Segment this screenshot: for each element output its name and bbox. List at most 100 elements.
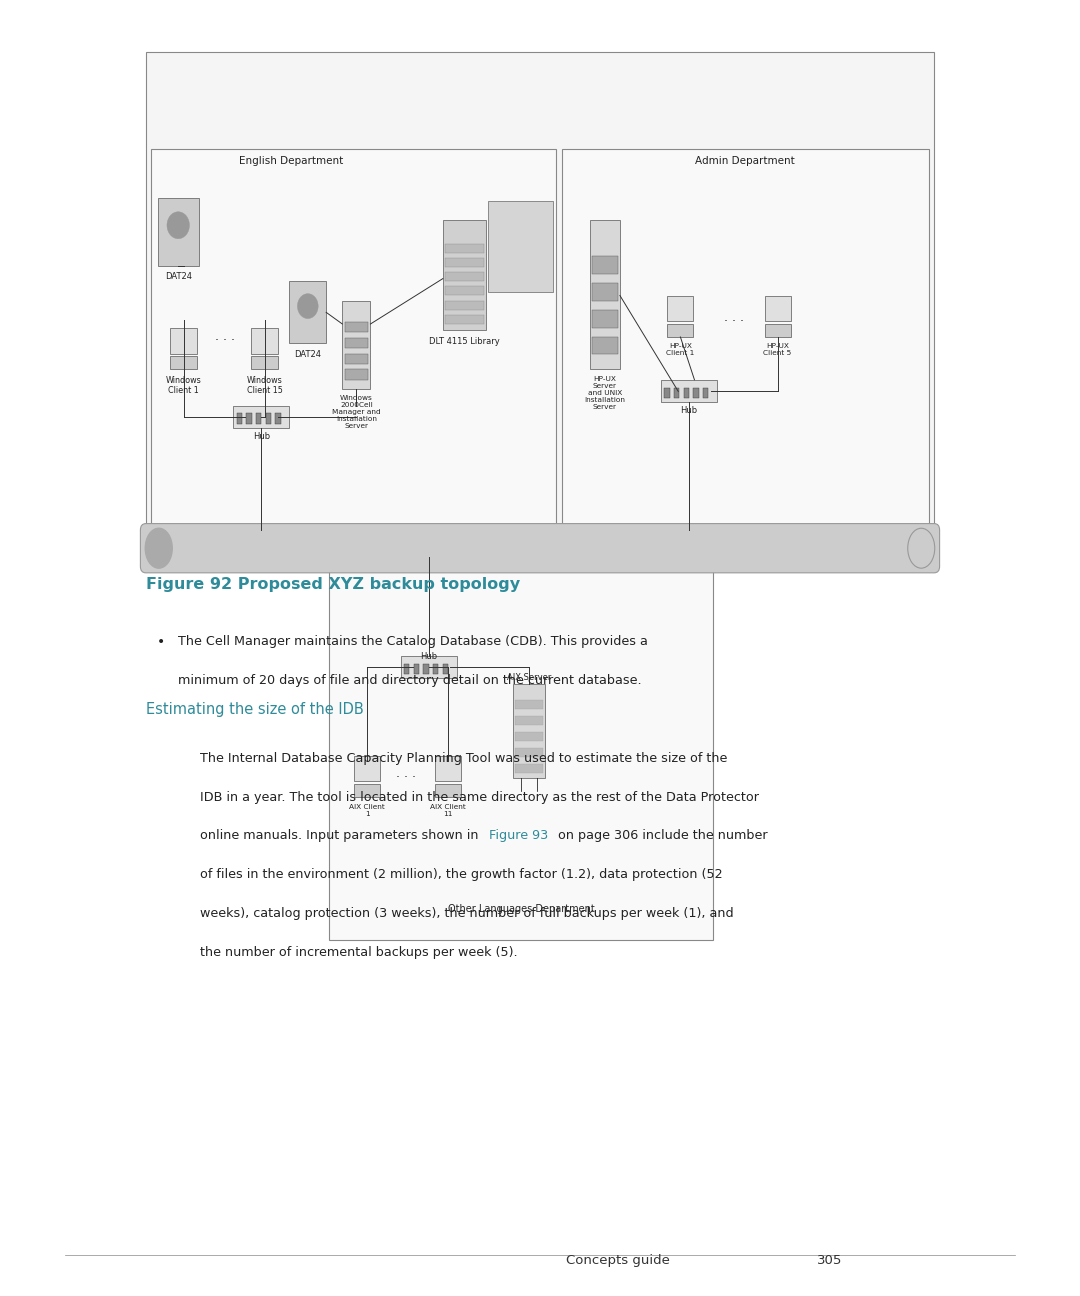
- FancyBboxPatch shape: [488, 201, 553, 292]
- FancyBboxPatch shape: [674, 388, 679, 398]
- Text: The Internal Database Capacity Planning Tool was used to estimate the size of th: The Internal Database Capacity Planning …: [200, 752, 727, 765]
- Text: AIX Client
1: AIX Client 1: [349, 804, 386, 816]
- FancyBboxPatch shape: [251, 328, 279, 354]
- FancyBboxPatch shape: [256, 413, 261, 424]
- FancyBboxPatch shape: [445, 258, 484, 267]
- Text: AIX Server: AIX Server: [507, 673, 552, 682]
- Text: Concepts guide: Concepts guide: [566, 1255, 670, 1267]
- Text: DAT24: DAT24: [294, 350, 322, 359]
- FancyBboxPatch shape: [513, 684, 545, 778]
- FancyBboxPatch shape: [414, 664, 419, 674]
- Text: · · ·: · · ·: [215, 334, 234, 347]
- FancyBboxPatch shape: [345, 354, 368, 364]
- Text: Windows
Client 1: Windows Client 1: [165, 376, 202, 395]
- Text: English Department: English Department: [240, 156, 343, 166]
- FancyBboxPatch shape: [171, 328, 197, 354]
- Text: IDB in a year. The tool is located in the same directory as the rest of the Data: IDB in a year. The tool is located in th…: [200, 791, 759, 804]
- Ellipse shape: [146, 529, 173, 568]
- FancyBboxPatch shape: [515, 748, 543, 757]
- FancyBboxPatch shape: [354, 756, 380, 781]
- FancyBboxPatch shape: [445, 301, 484, 310]
- FancyBboxPatch shape: [354, 784, 380, 797]
- FancyBboxPatch shape: [345, 369, 368, 380]
- FancyBboxPatch shape: [435, 756, 461, 781]
- FancyBboxPatch shape: [443, 664, 448, 674]
- FancyBboxPatch shape: [151, 149, 556, 525]
- FancyBboxPatch shape: [433, 664, 438, 674]
- FancyBboxPatch shape: [443, 220, 486, 330]
- FancyBboxPatch shape: [693, 388, 699, 398]
- Text: Hub: Hub: [680, 406, 698, 415]
- Text: Windows
2000Cell
Manager and
Installation
Server: Windows 2000Cell Manager and Installatio…: [332, 395, 381, 429]
- FancyBboxPatch shape: [404, 664, 409, 674]
- FancyBboxPatch shape: [345, 321, 368, 332]
- FancyBboxPatch shape: [445, 286, 484, 295]
- Text: DAT24: DAT24: [165, 272, 192, 281]
- Text: HP-UX
Server
and UNIX
Installation
Server: HP-UX Server and UNIX Installation Serve…: [584, 376, 625, 410]
- FancyBboxPatch shape: [246, 413, 252, 424]
- FancyBboxPatch shape: [765, 295, 791, 321]
- Text: HP-UX
Client 5: HP-UX Client 5: [764, 343, 792, 356]
- Text: online manuals. Input parameters shown in: online manuals. Input parameters shown i…: [200, 829, 483, 842]
- FancyBboxPatch shape: [342, 301, 370, 389]
- FancyBboxPatch shape: [515, 700, 543, 709]
- Text: minimum of 20 days of file and directory detail on the current database.: minimum of 20 days of file and directory…: [178, 674, 642, 687]
- FancyBboxPatch shape: [667, 295, 693, 321]
- FancyBboxPatch shape: [329, 557, 713, 940]
- Text: on page 306 include the number: on page 306 include the number: [554, 829, 768, 842]
- FancyBboxPatch shape: [266, 413, 271, 424]
- FancyBboxPatch shape: [158, 198, 199, 266]
- FancyBboxPatch shape: [703, 388, 708, 398]
- Text: DLT 4115 Library: DLT 4115 Library: [429, 337, 500, 346]
- FancyBboxPatch shape: [562, 149, 929, 525]
- FancyBboxPatch shape: [592, 310, 618, 328]
- Circle shape: [167, 211, 189, 238]
- FancyBboxPatch shape: [435, 784, 461, 797]
- FancyBboxPatch shape: [445, 244, 484, 253]
- FancyBboxPatch shape: [140, 524, 940, 573]
- FancyBboxPatch shape: [289, 281, 326, 343]
- Text: •: •: [157, 635, 165, 649]
- FancyBboxPatch shape: [251, 356, 279, 369]
- FancyBboxPatch shape: [146, 52, 934, 538]
- Text: AIX Client
11: AIX Client 11: [430, 804, 467, 816]
- Text: Other Languages Department: Other Languages Department: [448, 903, 594, 914]
- Text: Figure 93: Figure 93: [489, 829, 549, 842]
- FancyBboxPatch shape: [592, 283, 618, 301]
- FancyBboxPatch shape: [445, 315, 484, 324]
- FancyBboxPatch shape: [237, 413, 242, 424]
- FancyBboxPatch shape: [171, 356, 197, 369]
- FancyBboxPatch shape: [401, 656, 457, 678]
- Text: 305: 305: [818, 1255, 842, 1267]
- Circle shape: [297, 294, 319, 319]
- FancyBboxPatch shape: [664, 388, 670, 398]
- Text: of files in the environment (2 million), the growth factor (1.2), data protectio: of files in the environment (2 million),…: [200, 868, 723, 881]
- FancyBboxPatch shape: [667, 324, 693, 337]
- FancyBboxPatch shape: [275, 413, 281, 424]
- Text: · · ·: · · ·: [725, 315, 744, 328]
- FancyBboxPatch shape: [684, 388, 689, 398]
- FancyBboxPatch shape: [233, 406, 289, 428]
- FancyBboxPatch shape: [515, 732, 543, 741]
- FancyBboxPatch shape: [765, 324, 791, 337]
- FancyBboxPatch shape: [592, 257, 618, 273]
- FancyBboxPatch shape: [592, 337, 618, 355]
- FancyBboxPatch shape: [515, 763, 543, 772]
- Text: Figure 92 Proposed XYZ backup topology: Figure 92 Proposed XYZ backup topology: [146, 577, 519, 592]
- Text: weeks), catalog protection (3 weeks), the number of full backups per week (1), a: weeks), catalog protection (3 weeks), th…: [200, 907, 733, 920]
- Text: The Cell Manager maintains the Catalog Database (CDB). This provides a: The Cell Manager maintains the Catalog D…: [178, 635, 648, 648]
- Text: Windows
Client 15: Windows Client 15: [246, 376, 283, 395]
- Text: Estimating the size of the IDB: Estimating the size of the IDB: [146, 702, 364, 718]
- FancyBboxPatch shape: [445, 272, 484, 281]
- Text: · · ·: · · ·: [396, 771, 416, 784]
- Text: Admin Department: Admin Department: [696, 156, 795, 166]
- FancyBboxPatch shape: [423, 664, 429, 674]
- FancyBboxPatch shape: [590, 220, 620, 369]
- Text: Hub: Hub: [420, 652, 437, 661]
- FancyBboxPatch shape: [345, 338, 368, 349]
- FancyBboxPatch shape: [661, 380, 717, 402]
- Text: HP-UX
Client 1: HP-UX Client 1: [666, 343, 694, 356]
- Text: the number of incremental backups per week (5).: the number of incremental backups per we…: [200, 946, 517, 959]
- FancyBboxPatch shape: [515, 715, 543, 726]
- Text: Hub: Hub: [253, 432, 270, 441]
